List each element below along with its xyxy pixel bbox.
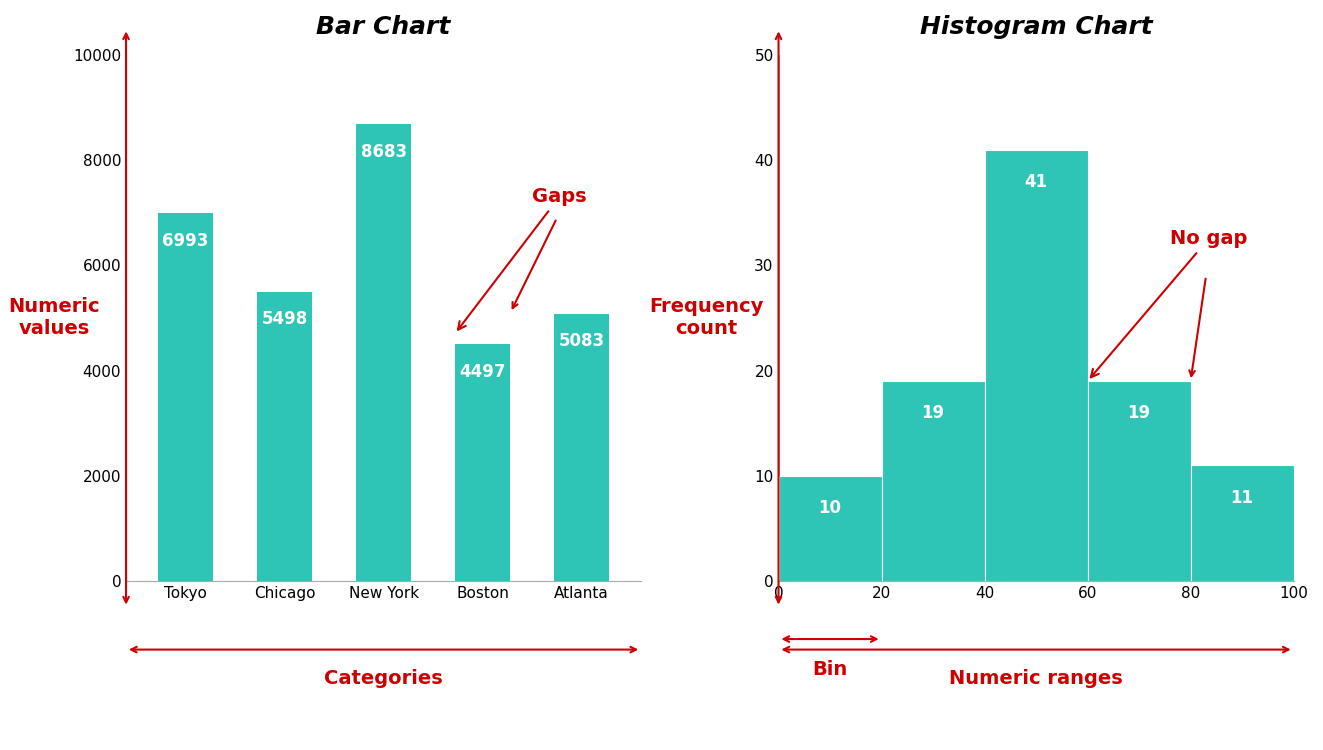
Text: 19: 19	[922, 404, 945, 422]
Text: 4497: 4497	[459, 363, 505, 381]
Text: 41: 41	[1024, 172, 1048, 190]
Text: No gap: No gap	[1091, 230, 1248, 377]
Text: Categories: Categories	[324, 669, 443, 688]
Text: 8683: 8683	[360, 142, 406, 160]
Text: 5498: 5498	[262, 310, 308, 328]
Text: 5083: 5083	[558, 332, 605, 350]
Bar	[356, 124, 411, 581]
Title: Bar Chart: Bar Chart	[316, 15, 451, 39]
Text: Bin: Bin	[812, 660, 848, 679]
Bar	[1191, 465, 1294, 581]
Bar	[159, 213, 213, 581]
Bar	[984, 149, 1088, 581]
Bar	[257, 292, 312, 581]
Bar	[881, 381, 984, 581]
Text: Gaps: Gaps	[458, 188, 587, 330]
Text: 11: 11	[1230, 488, 1254, 506]
Text: 6993: 6993	[163, 232, 209, 250]
Text: Numeric ranges: Numeric ranges	[949, 669, 1123, 688]
Bar	[455, 344, 509, 581]
Text: 19: 19	[1127, 404, 1151, 422]
Text: 10: 10	[819, 499, 841, 517]
Text: Numeric
values: Numeric values	[8, 298, 99, 338]
Bar	[554, 314, 609, 581]
Title: Histogram Chart: Histogram Chart	[919, 15, 1152, 39]
Bar	[778, 476, 881, 581]
Text: Frequency
count: Frequency count	[650, 298, 763, 338]
Bar	[1088, 381, 1191, 581]
